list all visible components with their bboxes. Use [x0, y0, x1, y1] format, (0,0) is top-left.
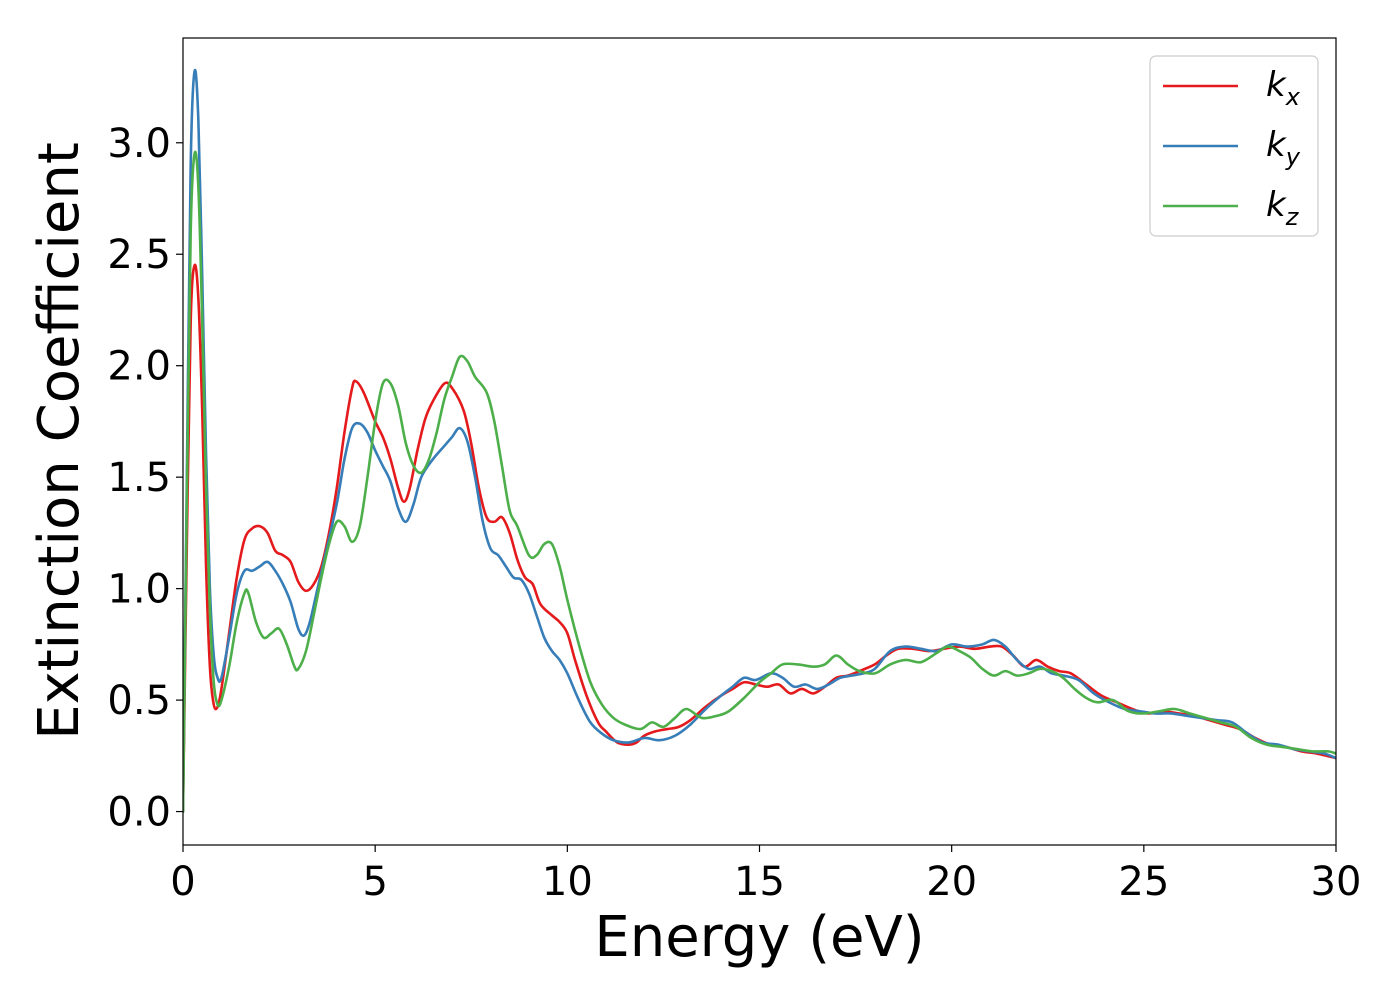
legend-label-kx: kx: [1266, 65, 1301, 111]
x-tick-label: 15: [734, 859, 785, 905]
x-axis: 0 5 10 15 20 25 30: [170, 845, 1361, 905]
y-axis: 0.0 0.5 1.0 1.5 2.0 2.5 3.0: [107, 121, 183, 836]
y-tick-label: 2.0: [107, 344, 171, 390]
series-line-kz: [183, 150, 1336, 813]
legend: kx ky kz: [1149, 55, 1319, 237]
series-line-ky: [183, 68, 1336, 813]
series-line-kx: [183, 263, 1336, 813]
y-tick-label: 0.5: [107, 678, 171, 724]
y-tick-label: 0.0: [107, 790, 171, 836]
series-layer: [183, 68, 1336, 813]
x-axis-label: Energy (eV): [594, 905, 924, 970]
x-tick-label: 0: [170, 859, 195, 905]
y-tick-label: 1.5: [107, 455, 171, 501]
y-tick-label: 1.0: [107, 567, 171, 613]
x-tick-label: 30: [1311, 859, 1362, 905]
y-tick-label: 3.0: [107, 121, 171, 167]
x-tick-label: 20: [926, 859, 977, 905]
x-tick-label: 5: [362, 859, 387, 905]
y-axis-label: Extinction Coefficient: [27, 142, 92, 740]
legend-label-ky: ky: [1266, 125, 1301, 171]
y-tick-label: 2.5: [107, 232, 171, 278]
legend-label-kz: kz: [1266, 185, 1300, 231]
x-tick-label: 25: [1118, 859, 1169, 905]
x-tick-label: 10: [542, 859, 593, 905]
